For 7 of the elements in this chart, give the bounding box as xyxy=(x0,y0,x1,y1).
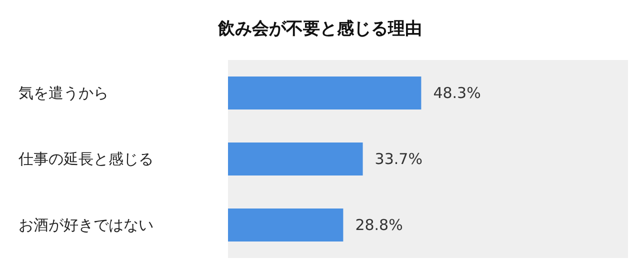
data-label: 28.8% xyxy=(355,216,403,234)
y-tick-label: 気を遣うから xyxy=(18,84,108,102)
chart-title: 飲み会が不要と感じる理由 xyxy=(217,19,422,39)
data-label: 48.3% xyxy=(433,84,481,102)
y-tick-label: お酒が好きではない xyxy=(18,216,154,234)
data-label: 33.7% xyxy=(374,150,422,168)
y-tick-label: 仕事の延長と感じる xyxy=(18,150,154,168)
